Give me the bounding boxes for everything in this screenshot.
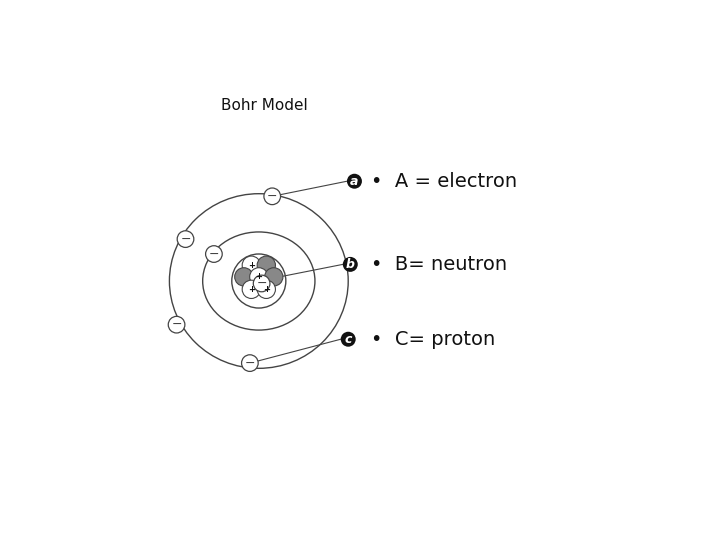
Circle shape	[235, 268, 253, 286]
Text: −: −	[245, 356, 255, 369]
Circle shape	[347, 174, 362, 188]
Text: −: −	[267, 190, 277, 203]
Text: •  C= proton: • C= proton	[371, 330, 495, 349]
Text: a: a	[350, 175, 359, 188]
Circle shape	[168, 316, 185, 333]
Text: •  B= neutron: • B= neutron	[371, 255, 507, 274]
Text: +: +	[256, 272, 262, 281]
Circle shape	[264, 188, 281, 205]
Circle shape	[343, 257, 358, 272]
Circle shape	[177, 231, 194, 247]
Text: •  A = electron: • A = electron	[371, 172, 517, 191]
Circle shape	[257, 256, 276, 274]
Circle shape	[257, 280, 276, 299]
Text: +: +	[248, 261, 255, 269]
Text: Bohr Model: Bohr Model	[221, 98, 308, 113]
Text: c: c	[345, 333, 352, 346]
Circle shape	[253, 275, 270, 292]
Text: −: −	[256, 277, 267, 290]
Text: +: +	[248, 285, 255, 294]
Circle shape	[265, 268, 283, 286]
Text: −: −	[209, 247, 219, 260]
Circle shape	[206, 246, 222, 262]
Text: −: −	[171, 318, 182, 331]
Circle shape	[250, 268, 268, 286]
Circle shape	[242, 280, 261, 299]
Circle shape	[241, 355, 258, 372]
Circle shape	[341, 332, 356, 347]
Circle shape	[242, 256, 261, 274]
Text: +: +	[263, 285, 270, 294]
Text: b: b	[346, 258, 355, 271]
Text: −: −	[180, 233, 191, 246]
